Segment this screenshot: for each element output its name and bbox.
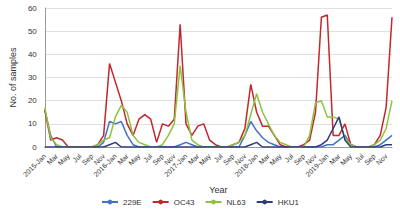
svg-text:2018-Jan: 2018-Jan [234, 152, 260, 178]
svg-text:Mar: Mar [116, 152, 130, 166]
svg-text:0: 0 [32, 143, 37, 152]
svg-text:60: 60 [28, 4, 37, 13]
svg-text:May: May [198, 152, 213, 167]
svg-text:2015-Jan: 2015-Jan [22, 152, 48, 178]
svg-text:Mar: Mar [257, 152, 271, 166]
svg-text:Nov: Nov [304, 152, 318, 167]
svg-text:Jul: Jul [283, 152, 295, 164]
svg-text:30: 30 [28, 73, 37, 82]
svg-text:Jul: Jul [141, 152, 154, 164]
svg-text:Mar: Mar [45, 152, 59, 166]
svg-text:2019-Jan: 2019-Jan [304, 152, 330, 178]
svg-text:May: May [268, 152, 283, 167]
svg-text:Nov: Nov [163, 152, 177, 167]
svg-text:Mar: Mar [186, 152, 201, 166]
svg-text:Sep: Sep [151, 152, 165, 167]
svg-text:OC43: OC43 [174, 198, 195, 207]
svg-text:Jul: Jul [212, 152, 224, 164]
svg-text:Sep: Sep [80, 152, 95, 167]
svg-text:NL63: NL63 [227, 198, 247, 207]
svg-text:40: 40 [28, 50, 37, 59]
svg-text:Jul: Jul [71, 152, 83, 164]
svg-text:No. of samples: No. of samples [8, 47, 18, 108]
svg-text:Sep: Sep [363, 152, 377, 167]
svg-text:2017-Jan: 2017-Jan [163, 152, 189, 178]
svg-text:May: May [57, 152, 72, 167]
svg-text:May: May [339, 152, 354, 167]
svg-text:May: May [127, 152, 142, 167]
svg-text:HKU1: HKU1 [278, 198, 300, 207]
svg-text:Year: Year [209, 185, 227, 195]
svg-text:Mar: Mar [328, 152, 342, 166]
svg-text:10: 10 [28, 119, 37, 128]
svg-text:Nov: Nov [92, 152, 107, 167]
svg-text:Sep: Sep [292, 152, 307, 167]
svg-text:20: 20 [28, 96, 37, 105]
svg-text:Sep: Sep [221, 152, 236, 167]
svg-text:Jul: Jul [353, 152, 366, 164]
svg-text:50: 50 [28, 27, 37, 36]
svg-text:Nov: Nov [233, 152, 248, 167]
svg-text:Nov: Nov [375, 152, 389, 166]
svg-text:229E: 229E [123, 198, 142, 207]
svg-text:2016-Jan: 2016-Jan [92, 152, 118, 178]
